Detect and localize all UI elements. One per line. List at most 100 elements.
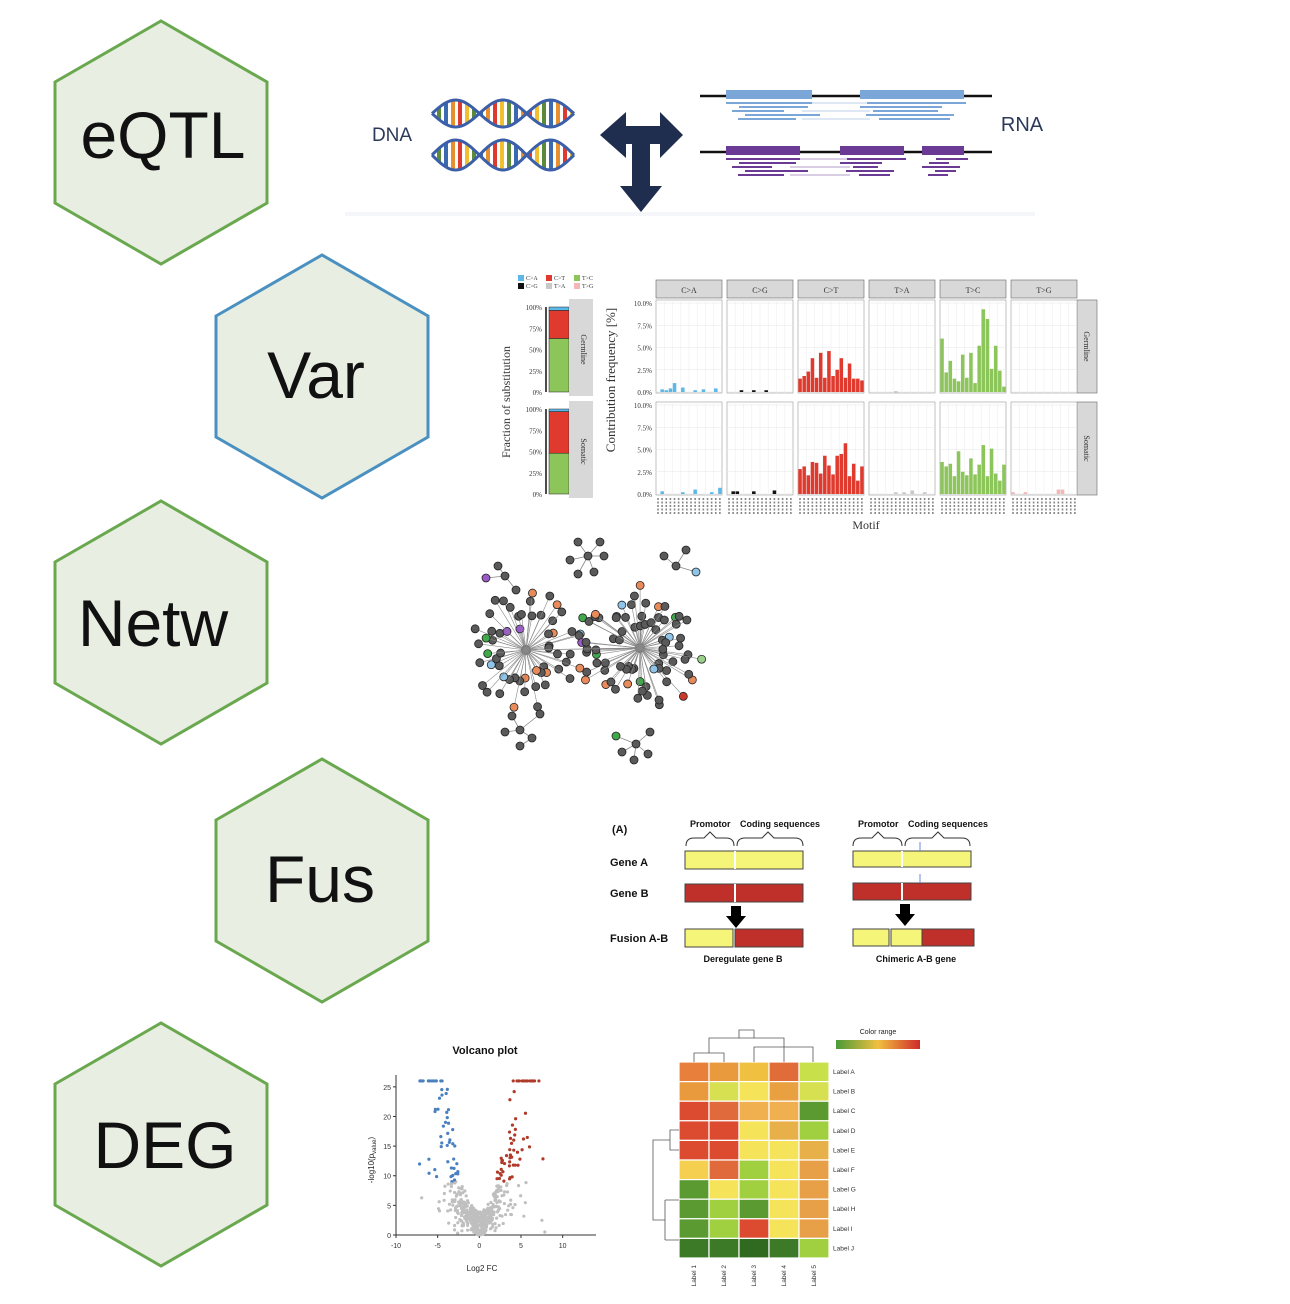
network-node (525, 596, 535, 606)
network-edge (499, 633, 527, 651)
read-segment (929, 162, 949, 164)
network-edge (489, 613, 527, 651)
contribution-bar (860, 466, 864, 494)
heatmap-row-label: Label J (833, 1245, 854, 1252)
rna-reads-icon (700, 90, 992, 176)
network-node (591, 645, 601, 655)
contribution-bar (902, 492, 906, 494)
rna-label: RNA (1001, 114, 1044, 136)
heatmap-cell (768, 1218, 800, 1240)
network-node (500, 727, 510, 737)
volcano-point (453, 1199, 457, 1204)
volcano-point (452, 1157, 456, 1161)
volcano-point (500, 1194, 504, 1198)
fraction-segment (548, 411, 570, 454)
volcano-point (459, 1203, 463, 1207)
network-edge (525, 615, 533, 651)
network-node (499, 672, 509, 682)
volcano-point (527, 1145, 532, 1149)
network-node (527, 733, 537, 743)
contribution-bar (956, 451, 961, 494)
volcano-point (446, 1108, 451, 1112)
volcano-point (488, 1213, 492, 1217)
network-node (649, 664, 659, 674)
read-segment (745, 170, 808, 172)
heatmap-cell (738, 1178, 770, 1200)
network-node (676, 633, 685, 643)
motif-xlabel: Motif (852, 518, 879, 532)
contribution-bar (944, 372, 948, 392)
contribution-bar (810, 461, 815, 494)
hexagon-deg: DEG (53, 1021, 269, 1268)
network-node (621, 613, 630, 622)
volcano-point (466, 1201, 470, 1205)
network-edge (627, 647, 641, 685)
volcano-point (440, 1141, 444, 1145)
volcano-xtick: 0 (477, 1243, 481, 1250)
network-node (658, 644, 668, 654)
heatmap-cell (738, 1159, 770, 1181)
facet-strip (939, 279, 1007, 299)
contribution-bar (798, 378, 802, 392)
fraction-tick: 100% (526, 406, 543, 414)
fraction-tick: 50% (529, 347, 542, 355)
volcano-point (515, 1150, 520, 1154)
facet-col-label: C>G (752, 286, 768, 295)
heatmap-cell (708, 1218, 740, 1240)
heatmap-cell (708, 1100, 740, 1122)
volcano-point (499, 1167, 503, 1172)
volcano-point (475, 1218, 479, 1222)
volcano-point (467, 1217, 471, 1221)
heatmap-cell (708, 1139, 740, 1161)
heatmap-col-label: Label 4 (781, 1265, 788, 1287)
legend-swatch (546, 283, 552, 289)
hexagon-var: Var (214, 253, 430, 500)
promotor-brace-right (852, 831, 903, 847)
gene-b-bar-right (852, 882, 972, 901)
volcano-point (486, 1219, 490, 1223)
contribution-bar (701, 389, 706, 392)
contribution-bar (802, 375, 806, 392)
network-edge (525, 593, 533, 651)
volcano-point (454, 1215, 458, 1220)
volcano-point (451, 1142, 455, 1146)
read-segment (860, 106, 942, 108)
volcano-point (507, 1177, 512, 1181)
volcano-point (456, 1172, 460, 1176)
network-edge (596, 647, 641, 655)
network-node (500, 571, 510, 581)
volcano-point (495, 1216, 499, 1220)
heatmap-cell (738, 1100, 770, 1122)
fusion-bar-a-part (684, 928, 734, 948)
volcano-point (509, 1141, 514, 1145)
volcano-point (512, 1090, 516, 1094)
heatmap-cell (798, 1100, 830, 1122)
network-node (674, 641, 684, 651)
network-node (606, 677, 616, 687)
network-node (486, 660, 496, 670)
network-edge (475, 628, 527, 651)
volcano-ytick: 20 (383, 1114, 391, 1121)
volcano-point (504, 1212, 508, 1217)
network-node (495, 689, 505, 699)
network-node (573, 537, 583, 547)
volcano-point (520, 1148, 524, 1152)
volcano-point (442, 1198, 446, 1202)
network-edge (585, 647, 641, 681)
contribution-bar (973, 474, 977, 494)
contribution-bar (823, 455, 827, 494)
hexagon-label-eqtl: eQTL (80, 98, 245, 172)
read-segment (726, 102, 812, 104)
read-segment (928, 174, 948, 176)
hexagon-shape (214, 253, 430, 500)
contribution-bar (940, 461, 944, 494)
network-edge (525, 649, 537, 687)
volcano-point (495, 1177, 499, 1181)
network-edge (525, 633, 549, 651)
heatmap-cell (768, 1159, 800, 1181)
network-edge (615, 617, 641, 649)
network-edge (482, 649, 527, 686)
volcano-point (458, 1191, 463, 1195)
contribution-bar (668, 388, 673, 392)
